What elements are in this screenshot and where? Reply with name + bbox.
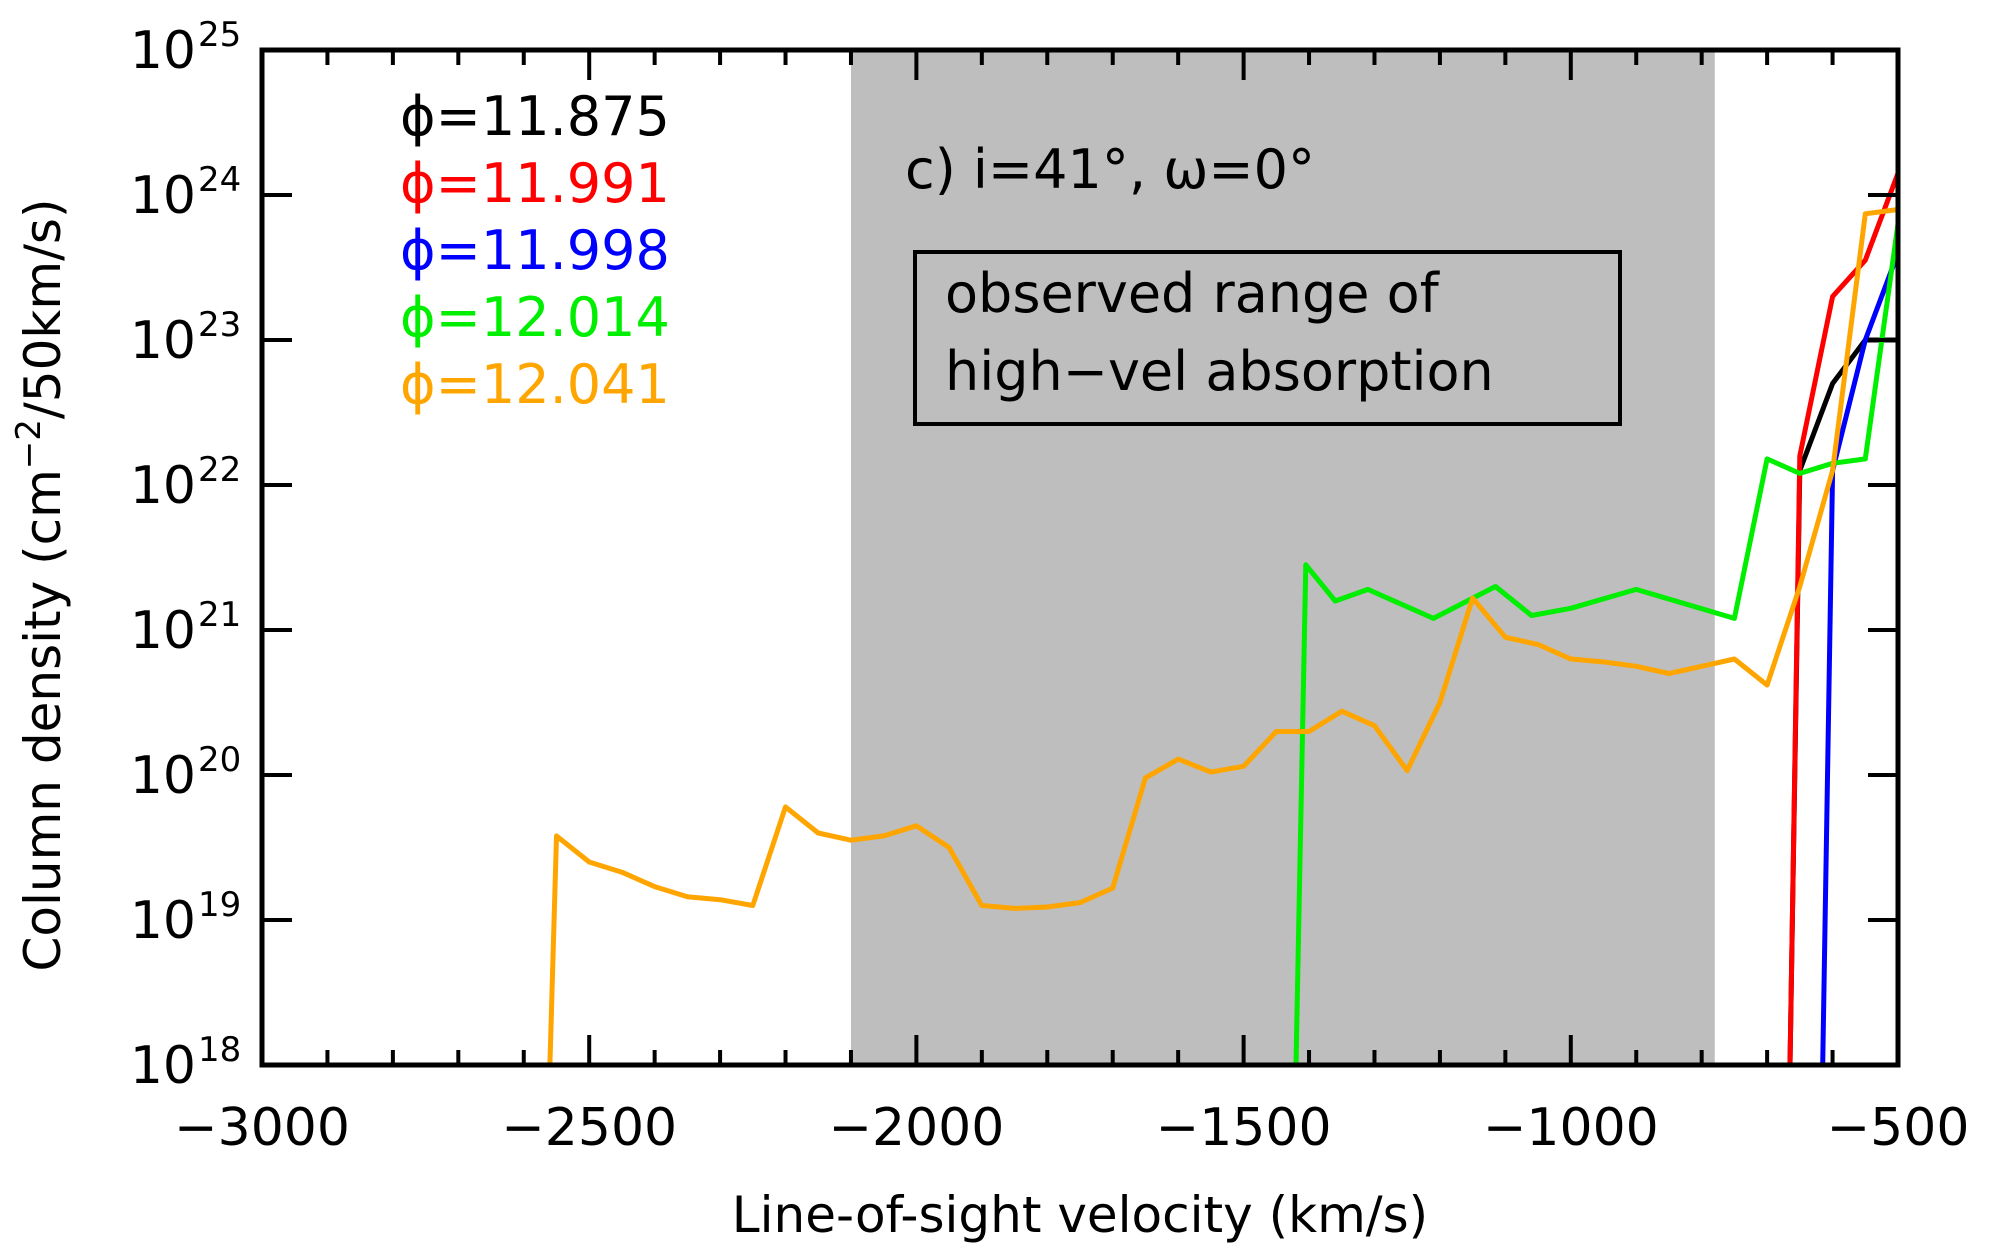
series-line-3 xyxy=(1820,252,1901,1066)
series-line-5 xyxy=(547,207,1899,1066)
series-layer xyxy=(547,172,1901,1066)
band-label-box xyxy=(913,250,1622,426)
y-tick-label-base: 10 xyxy=(130,166,196,226)
band-label-line1: observed range of xyxy=(945,262,1441,325)
y-tick-label-base: 10 xyxy=(130,601,196,661)
panel-annotation: c) i=41°, ω=0° xyxy=(905,138,1315,201)
legend-entry-4: ϕ=12.014 xyxy=(400,286,670,349)
band-label-line2: high−vel absorption xyxy=(945,340,1494,403)
x-tick-label: −1000 xyxy=(1483,1098,1659,1158)
y-tick-label-base: 10 xyxy=(130,1036,196,1096)
x-tick-label: −2500 xyxy=(501,1098,677,1158)
x-tick-label: −1500 xyxy=(1156,1098,1332,1158)
legend-entry-1: ϕ=11.875 xyxy=(400,85,670,148)
y-tick-label-power: 18 xyxy=(198,1030,241,1070)
y-tick-label-power: 25 xyxy=(198,15,241,55)
y-axis-title-tail: /50km/s) xyxy=(14,199,72,420)
y-tick-label-power: 22 xyxy=(198,450,241,490)
x-tick-label: −3000 xyxy=(174,1098,350,1158)
y-tick-label-power: 21 xyxy=(198,595,241,635)
x-axis-title: Line-of-sight velocity (km/s) xyxy=(732,1186,1428,1243)
legend-entry-2: ϕ=11.991 xyxy=(400,152,670,215)
plot-frame xyxy=(259,47,1901,1068)
y-tick-label-base: 10 xyxy=(130,456,196,516)
y-tick-label-power: 20 xyxy=(198,740,241,780)
series-line-2 xyxy=(1787,172,1901,1066)
legend-entry-3: ϕ=11.998 xyxy=(400,219,670,282)
y-tick-label-base: 10 xyxy=(130,311,196,371)
legend-entry-5: ϕ=12.041 xyxy=(400,353,670,416)
x-tick-label: −500 xyxy=(1827,1098,1970,1158)
y-axis-title-main: Column density (cm xyxy=(14,469,72,971)
y-tick-label-power: 19 xyxy=(198,885,241,925)
y-axis-title: Column density (cm−2/50km/s) xyxy=(9,199,72,972)
y-tick-label-power: 23 xyxy=(198,305,241,345)
y-axis-title-exponent: −2 xyxy=(9,419,49,469)
y-tick-label-base: 10 xyxy=(130,21,196,81)
observed-range-band xyxy=(850,50,1715,1065)
y-tick-label-power: 24 xyxy=(198,160,241,200)
y-tick-label-base: 10 xyxy=(130,891,196,951)
y-tick-label-base: 10 xyxy=(130,746,196,806)
series-line-4 xyxy=(1293,223,1901,1066)
x-tick-label: −2000 xyxy=(828,1098,1004,1158)
